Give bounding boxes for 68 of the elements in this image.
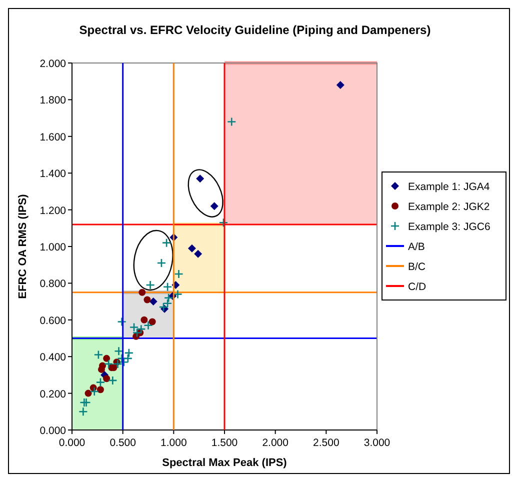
- x-axis-title: Spectral Max Peak (IPS): [162, 457, 288, 469]
- y-tick-label: 1.000: [40, 242, 66, 254]
- y-tick-label: 0.600: [40, 314, 66, 327]
- point: [173, 290, 182, 299]
- point: [138, 288, 146, 296]
- y-tick-label: 1.600: [40, 131, 66, 144]
- point: [146, 280, 155, 290]
- point: [103, 354, 110, 362]
- legend-label: Example 2: JGK2: [408, 201, 490, 213]
- y-tick-label: 0.400: [40, 352, 66, 364]
- point: [162, 298, 172, 308]
- y-tick-label: 1.200: [40, 204, 66, 217]
- y-tick-label: 2.000: [40, 58, 66, 70]
- x-tick-label: 0.000: [58, 437, 86, 449]
- y-tick-label: 0.000: [40, 425, 66, 437]
- point: [144, 320, 153, 330]
- point: [96, 386, 104, 394]
- x-tick-label: 2.000: [262, 437, 289, 449]
- point: [82, 398, 91, 408]
- point: [336, 81, 344, 90]
- y-axis-title: EFRC OA RMS (IPS): [17, 194, 29, 299]
- legend-label: B/C: [408, 261, 426, 273]
- point: [174, 269, 184, 279]
- point: [113, 359, 122, 369]
- point: [144, 296, 151, 304]
- point: [90, 386, 100, 396]
- point: [108, 376, 118, 386]
- point: [149, 298, 158, 306]
- point: [84, 390, 92, 397]
- point: [196, 174, 204, 183]
- point: [78, 407, 88, 416]
- y-tick-label: 1.400: [40, 168, 66, 180]
- point: [117, 317, 126, 326]
- point: [140, 316, 148, 324]
- point: [188, 244, 196, 252]
- legend-label: C/D: [408, 281, 426, 293]
- legend-label: Example 1: JGA4: [408, 181, 490, 193]
- legend-label: Example 3: JGC6: [408, 221, 490, 233]
- point: [123, 354, 133, 364]
- legend-label: A/B: [408, 241, 425, 253]
- point: [80, 398, 89, 408]
- point: [136, 324, 146, 334]
- point: [98, 366, 105, 373]
- point: [104, 359, 114, 369]
- point: [164, 293, 174, 303]
- point: [156, 258, 166, 268]
- point: [210, 202, 218, 210]
- point: [162, 238, 172, 248]
- point: [124, 348, 134, 358]
- x-tick-label: 3.000: [364, 437, 390, 449]
- point: [226, 117, 236, 126]
- y-tick-label: 0.800: [40, 278, 66, 290]
- chart-title: Spectral vs. EFRC Velocity Guideline (Piping and Dampeners): [79, 23, 431, 37]
- x-tick-label: 1.500: [211, 437, 238, 449]
- point: [158, 302, 168, 312]
- point: [162, 282, 172, 292]
- point: [94, 350, 104, 360]
- y-tick-label: 0.200: [40, 388, 66, 400]
- point: [96, 378, 106, 387]
- point: [148, 318, 156, 326]
- x-tick-label: 2.500: [313, 437, 340, 449]
- x-tick-label: 1.000: [160, 437, 187, 449]
- point: [194, 250, 202, 258]
- point: [103, 375, 110, 382]
- point: [218, 218, 228, 228]
- point: [114, 346, 124, 356]
- x-tick-label: 0.500: [110, 437, 136, 449]
- y-tick-label: 1.800: [40, 94, 66, 107]
